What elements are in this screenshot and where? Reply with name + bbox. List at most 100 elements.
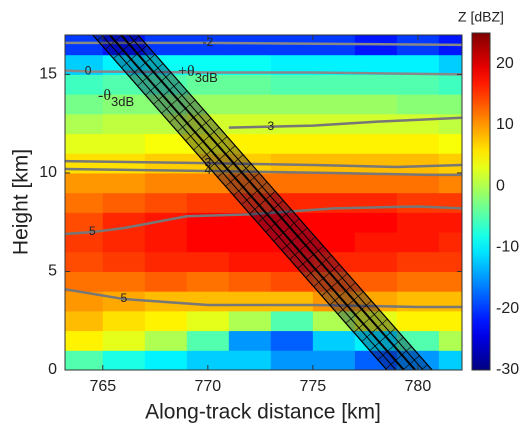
beam-gate bbox=[177, 108, 204, 132]
heat-cell bbox=[186, 133, 230, 154]
beam-gate bbox=[321, 273, 348, 297]
beam-gate bbox=[121, 45, 148, 68]
heat-cell bbox=[396, 310, 440, 332]
heat-cell bbox=[186, 271, 230, 292]
heat-cell bbox=[228, 330, 272, 351]
contour-label: -2 bbox=[203, 35, 214, 49]
heat-cell bbox=[65, 232, 104, 253]
heat-cell bbox=[270, 330, 314, 351]
heat-cell bbox=[228, 232, 272, 253]
contour-label: 3 bbox=[204, 155, 211, 169]
heat-cell bbox=[396, 172, 440, 194]
contour-label: 5 bbox=[89, 224, 96, 238]
heat-cell bbox=[102, 232, 146, 253]
heat-cell bbox=[228, 310, 272, 332]
heat-cell bbox=[438, 271, 462, 292]
heat-cell bbox=[270, 271, 314, 292]
heat-cell bbox=[438, 212, 462, 233]
beam-gate bbox=[137, 63, 164, 87]
x-tick-label: 780 bbox=[405, 378, 432, 395]
colorbar-tick-label: 0 bbox=[496, 177, 505, 194]
heat-cell bbox=[186, 291, 230, 312]
heat-cell bbox=[438, 74, 462, 95]
beam-gate bbox=[97, 35, 104, 41]
heat-cell bbox=[396, 251, 440, 272]
heat-cell bbox=[396, 192, 440, 213]
heat-cell bbox=[312, 54, 356, 75]
heat-cell bbox=[102, 192, 146, 213]
colorbar-label: Z [dBZ] bbox=[458, 9, 504, 25]
contour-line bbox=[65, 287, 462, 309]
beam-gate bbox=[169, 99, 196, 123]
heat-cell bbox=[270, 54, 314, 75]
heat-cell bbox=[65, 94, 104, 115]
heat-cell bbox=[354, 153, 398, 174]
x-tick-label: 770 bbox=[194, 378, 221, 395]
contour-label: 4 bbox=[204, 163, 211, 177]
beam-gate bbox=[297, 245, 324, 269]
heat-cell bbox=[270, 133, 314, 154]
beam-gate bbox=[193, 127, 220, 151]
heat-cell bbox=[270, 74, 314, 95]
heat-cell bbox=[144, 310, 188, 332]
beam-gate bbox=[217, 154, 244, 178]
heat-cell bbox=[438, 330, 462, 351]
contour-line bbox=[65, 205, 462, 236]
y-tick-label: 0 bbox=[48, 361, 57, 378]
y-axis-label: Height [km] bbox=[10, 149, 33, 255]
heat-cell bbox=[65, 330, 104, 351]
beam-gate bbox=[89, 9, 115, 31]
heat-cell bbox=[144, 271, 188, 292]
heat-cell bbox=[144, 251, 188, 272]
plot-area: 554330-2 bbox=[65, 9, 462, 370]
heat-cell bbox=[102, 54, 146, 75]
beam-gate bbox=[420, 364, 428, 370]
heat-cell bbox=[186, 74, 230, 95]
heat-cell bbox=[270, 291, 314, 312]
heat-cell bbox=[354, 212, 398, 233]
beam-gate bbox=[233, 172, 260, 196]
beam-gate bbox=[369, 327, 396, 351]
beam-gate bbox=[241, 181, 268, 205]
heat-cell bbox=[144, 35, 188, 56]
heat-cell bbox=[396, 54, 440, 75]
contour-label: 3 bbox=[268, 119, 275, 133]
heat-cell bbox=[65, 133, 104, 154]
beam-gate bbox=[185, 118, 212, 141]
contour-line bbox=[65, 69, 462, 76]
x-tick-label: 765 bbox=[89, 378, 116, 395]
heat-cell bbox=[354, 54, 398, 75]
heat-cell bbox=[354, 133, 398, 154]
heat-cell bbox=[65, 113, 104, 135]
heat-cell bbox=[354, 113, 398, 135]
colorbar-tick-label: -30 bbox=[496, 361, 519, 378]
heat-cell bbox=[65, 212, 104, 233]
heat-cell bbox=[102, 94, 146, 115]
heat-cell bbox=[102, 212, 146, 233]
heat-cell bbox=[144, 172, 188, 194]
heat-cell bbox=[65, 192, 104, 213]
heat-cell bbox=[312, 310, 356, 332]
heat-cell bbox=[102, 310, 146, 332]
beam-gate bbox=[249, 191, 276, 214]
y-tick-label: 10 bbox=[39, 164, 57, 181]
heat-cell bbox=[438, 251, 462, 272]
beam-gate bbox=[201, 136, 228, 160]
heat-cell bbox=[228, 291, 272, 312]
x-axis-label: Along-track distance [km] bbox=[145, 401, 381, 424]
heat-cell bbox=[396, 74, 440, 95]
heat-cell bbox=[186, 330, 230, 351]
beam-gate bbox=[265, 209, 292, 233]
heat-cell bbox=[354, 94, 398, 115]
beam-gate bbox=[161, 90, 188, 114]
beam-gate bbox=[209, 145, 236, 169]
colorbar-tick-label: 10 bbox=[496, 116, 514, 133]
heat-cell bbox=[312, 350, 356, 370]
heat-cell bbox=[312, 212, 356, 233]
heat-cell bbox=[396, 113, 440, 135]
heat-cell bbox=[186, 350, 230, 370]
beam-gate bbox=[105, 35, 123, 50]
heat-cell bbox=[65, 310, 104, 332]
heat-cell bbox=[354, 350, 398, 370]
